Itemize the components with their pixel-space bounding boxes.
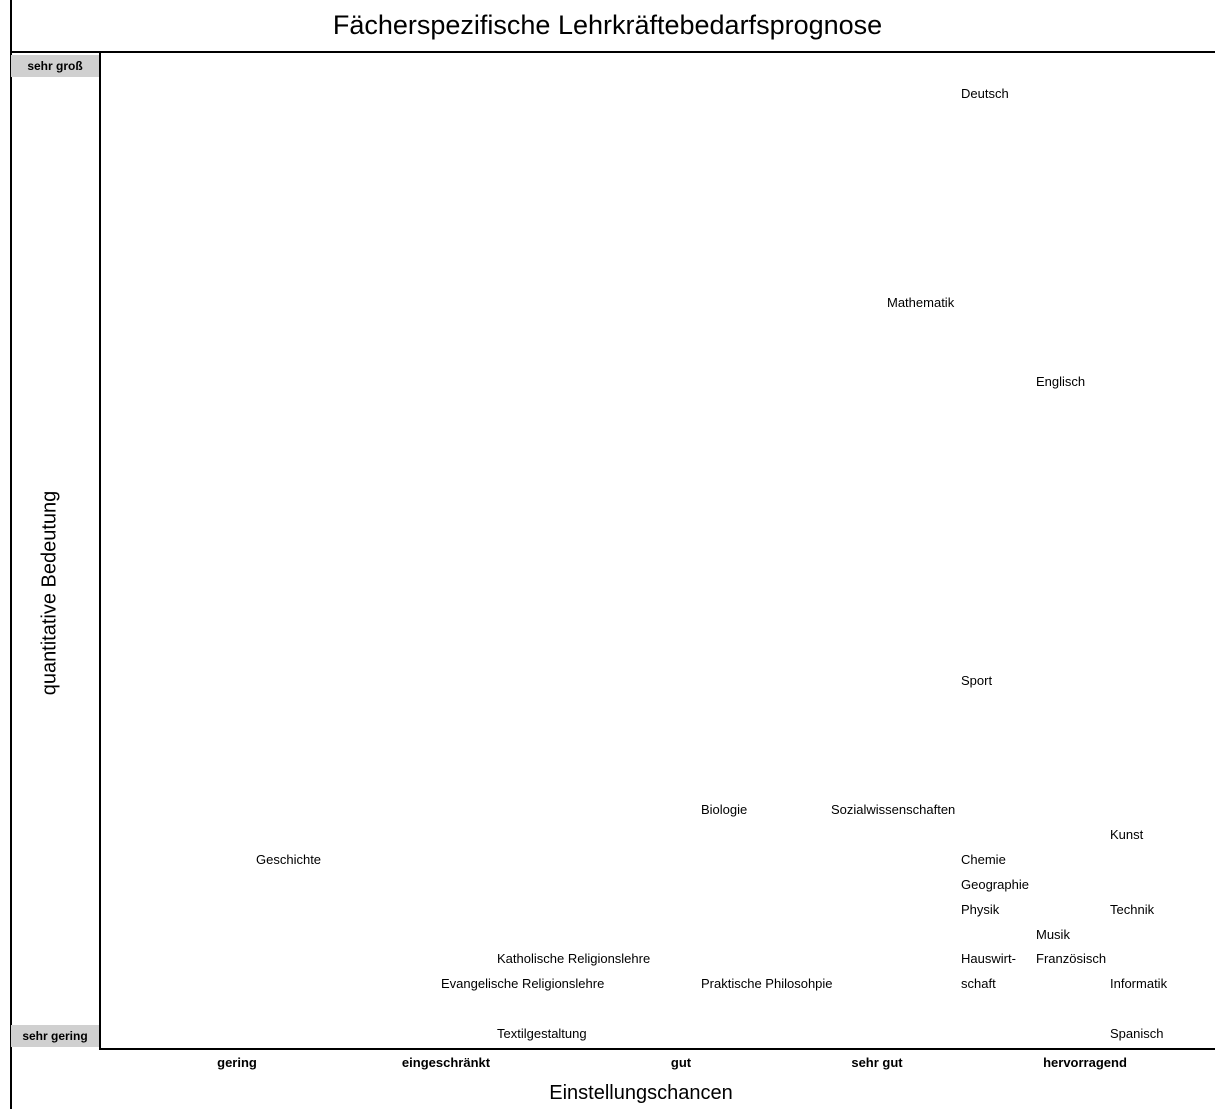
y-axis-line xyxy=(99,53,101,1050)
data-point-label: Mathematik xyxy=(887,295,955,310)
data-point-label: Textilgestaltung xyxy=(497,1026,587,1041)
data-point-label: Physik xyxy=(961,902,1000,917)
y-tick-label-bottom: sehr gering xyxy=(11,1025,99,1047)
data-point-label: schaft xyxy=(961,976,996,991)
data-point-label: Biologie xyxy=(701,802,748,817)
data-point-label: Französisch xyxy=(1036,951,1107,966)
data-point-label: Deutsch xyxy=(961,86,1009,101)
data-point-label: Chemie xyxy=(961,852,1006,867)
data-point-label: Kunst xyxy=(1110,827,1144,842)
data-point-label: Technik xyxy=(1110,902,1155,917)
data-point-label: Geographie xyxy=(961,877,1029,892)
data-point-label: Informatik xyxy=(1110,976,1168,991)
x-tick-label-gut: gut xyxy=(670,1055,692,1070)
x-tick-label-eingeschraenkt: eingeschränkt xyxy=(401,1055,491,1070)
y-axis-label: quantitative Bedeutung xyxy=(38,490,61,696)
chart-title: Fächerspezifische Lehrkräftebedarfsprogn… xyxy=(332,10,883,40)
x-axis-line xyxy=(99,1048,1215,1050)
x-axis-label: Einstellungschancen xyxy=(549,1082,733,1104)
data-point-label: Katholische Religionslehre xyxy=(497,951,651,966)
data-point-label: Spanisch xyxy=(1110,1026,1164,1041)
title-divider xyxy=(10,51,1215,53)
data-point-label: Englisch xyxy=(1036,374,1086,389)
x-tick-label-sehr-gut: sehr gut xyxy=(851,1055,903,1070)
data-point-label: Sozialwissenschaften xyxy=(831,802,956,817)
data-point-label: Hauswirt- xyxy=(961,951,1016,966)
chart-frame xyxy=(10,0,1215,1109)
data-point-label: Evangelische Religionslehre xyxy=(441,976,605,991)
x-tick-label-gering: gering xyxy=(217,1055,257,1070)
data-point-label: Musik xyxy=(1036,927,1070,942)
data-point-label: Praktische Philosohpie xyxy=(701,976,833,991)
data-point-label: Geschichte xyxy=(256,852,322,867)
y-tick-label-top: sehr groß xyxy=(11,55,99,77)
x-tick-label-hervorragend: hervorragend xyxy=(1043,1055,1127,1070)
data-point-label: Sport xyxy=(961,673,993,688)
